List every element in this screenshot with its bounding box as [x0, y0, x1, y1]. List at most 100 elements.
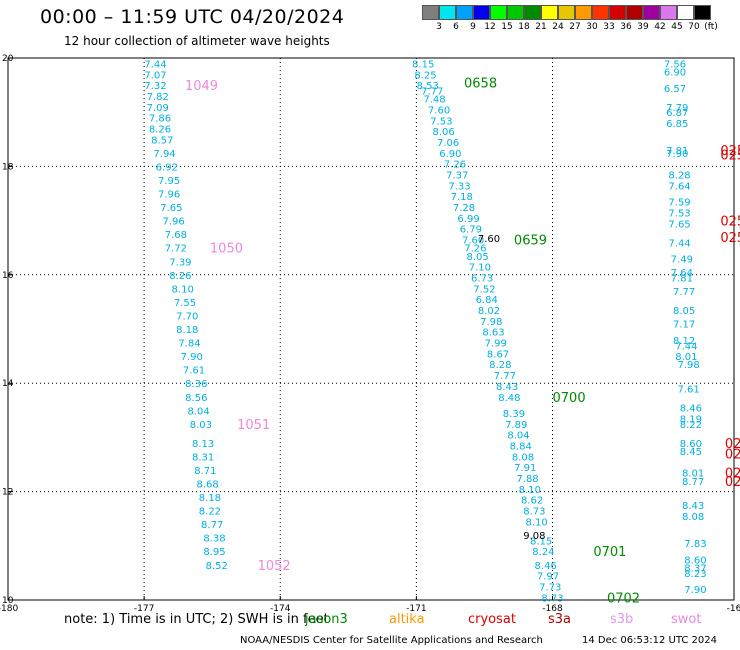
chart-subtitle: 12 hour collection of altimeter wave hei…: [64, 34, 330, 48]
pass-time-label: 02: [725, 467, 740, 482]
y-tick-label: 16: [2, 271, 14, 281]
wave-height-value: 7.07: [144, 70, 166, 81]
x-tick-label: -16: [727, 604, 740, 614]
legend-swatch: [694, 5, 711, 20]
wave-height-value: 7.28: [453, 203, 475, 214]
legend-label: 33: [603, 22, 615, 32]
wave-height-value: 7.98: [480, 317, 502, 328]
wave-height-value: 8.05: [466, 252, 488, 263]
wave-height-value: 8.84: [510, 442, 532, 453]
wave-height-value: 7.88: [516, 474, 538, 485]
wave-height-value: 8.22: [680, 420, 702, 431]
wave-height-value: 7.10: [469, 263, 491, 274]
wave-height-value: 7.55: [174, 298, 196, 309]
legend-label: 39: [637, 22, 649, 32]
legend-label: 3: [436, 22, 442, 32]
wave-height-value: 6.57: [664, 84, 686, 95]
legend-swatch: [575, 5, 592, 20]
wave-height-value: 8.08: [682, 512, 704, 523]
pass-time-label: 0256: [720, 215, 740, 230]
pass-time-label: 0256: [720, 148, 740, 163]
legend-swatch: [558, 5, 575, 20]
wave-height-value: 7.26: [444, 160, 466, 171]
legend-label: 36: [620, 22, 632, 32]
legend-label: 9: [470, 22, 476, 32]
wave-height-value: 8.19: [680, 414, 702, 425]
legend-swatch: [439, 5, 456, 20]
wave-height-value: 7.96: [158, 190, 180, 201]
wave-height-value: 8.43: [682, 501, 704, 512]
satellite-s3a: s3a: [548, 612, 572, 627]
legend-swatch: [677, 5, 694, 20]
pass-time-label: 02: [725, 448, 740, 463]
x-tick-label: -180: [0, 604, 18, 614]
legend-label: 30: [586, 22, 598, 32]
legend-label: 6: [453, 22, 459, 32]
wave-height-value: 7.72: [165, 244, 187, 255]
wave-height-value: 8.26: [149, 124, 171, 135]
legend-label: 27: [569, 22, 581, 32]
wave-height-value: 8.52: [206, 561, 228, 572]
wave-height-value: 6.73: [471, 274, 493, 285]
wave-height-value: 8.08: [512, 452, 534, 463]
pass-time-label: 02: [725, 475, 740, 490]
wave-height-value: 9.08: [523, 531, 545, 542]
legend-swatch: [473, 5, 490, 20]
wave-height-value: 6.84: [476, 295, 498, 306]
satellite-cryosat: cryosat: [468, 612, 516, 627]
wave-height-value: 7.96: [162, 217, 184, 228]
wave-height-value: 8.77: [682, 477, 704, 488]
wave-height-value: 8.60: [684, 555, 706, 566]
wave-height-value: 7.99: [485, 339, 507, 350]
legend-swatch: [456, 5, 473, 20]
wave-height-value: 8.73: [523, 507, 545, 518]
pass-time-label: 1049: [185, 79, 218, 94]
wave-height-value: 8.01: [682, 469, 704, 480]
wave-height-value: 7.44: [675, 341, 697, 352]
pass-time-label: 1052: [258, 559, 291, 574]
wave-height-value: 7.56: [664, 59, 686, 70]
wave-height-value: 7.94: [153, 149, 175, 160]
satellite-swot: swot: [671, 612, 702, 627]
wave-height-value: 8.01: [675, 352, 697, 363]
wave-height-value: 8.04: [507, 431, 529, 442]
wave-height-value: 8.77: [201, 520, 223, 531]
footer-note: note: 1) Time is in UTC; 2) SWH is in fe…: [64, 612, 329, 627]
pass-time-label: 0659: [514, 234, 547, 249]
legend-label: 12: [484, 22, 496, 32]
wave-height-value: 8.73: [541, 593, 563, 604]
wave-height-value: 7.18: [451, 192, 473, 203]
wave-height-value: 7.89: [505, 420, 527, 431]
wave-height-value: 8.22: [199, 507, 221, 518]
wave-height-value: 7.82: [147, 92, 169, 103]
wave-height-value: 7.73: [539, 582, 561, 593]
wave-height-value: 7.49: [671, 255, 693, 266]
wave-height-value: 6.99: [457, 214, 479, 225]
wave-height-value: 7.48: [423, 95, 445, 106]
legend-swatch: [626, 5, 643, 20]
legend-label: 42: [654, 22, 666, 32]
wave-height-value: 7.90: [684, 585, 706, 596]
wave-height-value: 8.46: [535, 561, 557, 572]
legend-swatch: [524, 5, 541, 20]
wave-height-value: 8.28: [668, 171, 690, 182]
legend-swatch: [541, 5, 558, 20]
wave-height-value: 7.90: [666, 149, 688, 160]
wave-height-value: 8.25: [414, 70, 436, 81]
wave-height-value: 8.15: [412, 59, 434, 70]
wave-height-value: 7.77: [673, 287, 695, 298]
wave-height-value: 7.06: [437, 138, 459, 149]
wave-height-value: 7.60: [478, 234, 500, 245]
wave-height-value: 7.90: [181, 352, 203, 363]
legend-unit: (ft): [704, 22, 718, 32]
wave-height-value: 7.33: [448, 181, 470, 192]
wave-height-value: 8.26: [169, 271, 191, 282]
wave-height-value: 8.10: [525, 517, 547, 528]
legend-label: 21: [535, 22, 547, 32]
wave-height-value: 7.44: [144, 59, 166, 70]
pass-time-label: 0256: [720, 144, 740, 159]
wave-height-value: 7.79: [666, 103, 688, 114]
pass-time-label: 1050: [210, 242, 243, 257]
satellite-altika: altika: [389, 612, 425, 627]
